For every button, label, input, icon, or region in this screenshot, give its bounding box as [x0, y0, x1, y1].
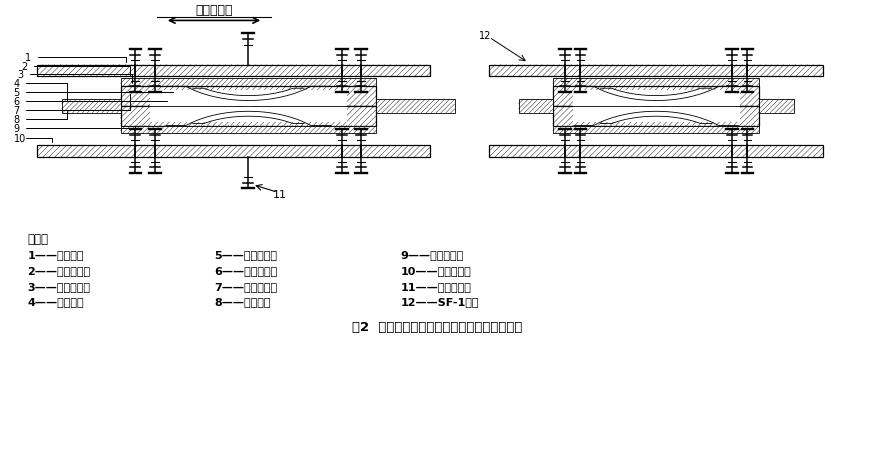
Text: 12——SF-1板。: 12——SF-1板。: [401, 297, 480, 307]
Bar: [489, 146, 823, 157]
Bar: [553, 87, 760, 106]
Bar: [150, 91, 346, 123]
Text: 11: 11: [273, 190, 287, 200]
Text: 2: 2: [21, 62, 28, 72]
Text: 12: 12: [480, 31, 492, 41]
Text: 10: 10: [14, 134, 26, 144]
Text: 10——减震底座；: 10——减震底座；: [401, 265, 472, 275]
Text: 7: 7: [14, 106, 20, 116]
Text: 6: 6: [14, 97, 20, 107]
Text: 9——减震滑板；: 9——减震滑板；: [401, 250, 464, 260]
Text: 4: 4: [14, 79, 20, 89]
Bar: [553, 79, 760, 87]
Bar: [121, 79, 376, 87]
Bar: [760, 100, 794, 113]
Text: 6——减震球摆；: 6——减震球摆；: [214, 265, 277, 275]
Text: 1: 1: [25, 53, 31, 62]
Text: 3——球冠衬板；: 3——球冠衬板；: [27, 281, 90, 291]
Text: 5——球面滑板；: 5——球面滑板；: [214, 250, 277, 260]
Text: 5: 5: [14, 88, 20, 98]
Text: 说明：: 说明：: [27, 232, 48, 245]
Text: 主位移方向: 主位移方向: [195, 4, 233, 17]
Text: 9: 9: [14, 123, 20, 133]
Text: 4——防尘圈；: 4——防尘圈；: [27, 297, 84, 307]
Bar: [37, 66, 430, 77]
Bar: [62, 100, 121, 113]
Bar: [553, 106, 760, 126]
Bar: [489, 66, 823, 77]
Text: 1——上座板；: 1——上座板；: [27, 250, 84, 260]
Text: 3: 3: [18, 70, 24, 80]
Bar: [37, 146, 430, 157]
Text: 图2  单向活动摩擦摆式减隔震支座结构示意图: 图2 单向活动摩擦摆式减隔震支座结构示意图: [352, 320, 522, 333]
Bar: [572, 91, 739, 123]
Bar: [553, 126, 760, 134]
Bar: [121, 126, 376, 134]
Text: 8——剪力销；: 8——剪力销；: [214, 297, 270, 307]
Text: 8: 8: [14, 114, 20, 124]
Text: 7——隔震挡块；: 7——隔震挡块；: [214, 281, 277, 291]
Text: 11——螺栓套筒；: 11——螺栓套筒；: [401, 281, 472, 291]
Bar: [121, 106, 376, 126]
Bar: [376, 100, 455, 113]
Text: 2——平面滑板；: 2——平面滑板；: [27, 265, 90, 275]
Bar: [519, 100, 553, 113]
Bar: [121, 87, 376, 106]
